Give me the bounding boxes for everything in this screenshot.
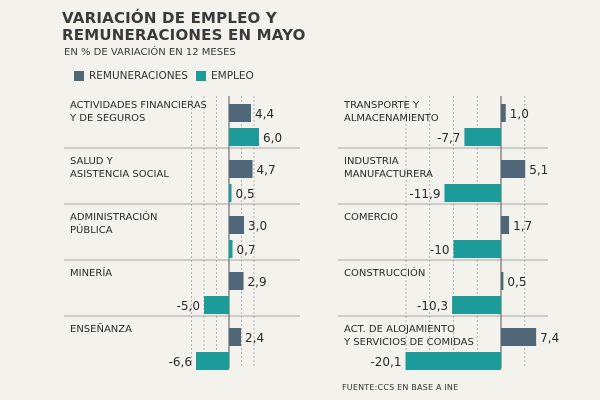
category-label: MANUFACTURERA <box>344 169 433 180</box>
data-label-empleo: 6,0 <box>263 131 282 145</box>
category-label: TRANSPORTE Y <box>343 100 420 111</box>
data-label-remuneraciones: 3,0 <box>248 219 267 233</box>
data-label-remuneraciones: 2,4 <box>245 331 264 345</box>
data-label-remuneraciones: 1,7 <box>513 219 532 233</box>
data-label-remuneraciones: 4,7 <box>257 163 276 177</box>
chart-title-line-1: VARIACIÓN DE EMPLEO Y <box>62 9 277 27</box>
legend-item-remuneraciones: REMUNERACIONES <box>74 70 188 82</box>
data-label-empleo: -11,9 <box>409 187 440 201</box>
category-label: PÚBLICA <box>70 223 113 236</box>
bar-remuneraciones <box>229 328 241 346</box>
bar-empleo <box>229 184 232 202</box>
bar-remuneraciones <box>229 216 244 234</box>
data-label-remuneraciones: 5,1 <box>529 163 548 177</box>
chart-title-line-2: REMUNERACIONES EN MAYO <box>62 26 306 44</box>
data-label-remuneraciones: 7,4 <box>540 331 559 345</box>
category-label: ENSEÑANZA <box>70 322 132 335</box>
category-label: COMERCIO <box>344 212 398 223</box>
category-label: MINERÍA <box>70 266 112 279</box>
bar-empleo <box>196 352 229 370</box>
legend-item-empleo: EMPLEO <box>196 70 254 82</box>
category-label: SALUD Y <box>70 156 114 167</box>
bar-empleo <box>405 352 501 370</box>
data-label-empleo: -7,7 <box>437 131 460 145</box>
bar-remuneraciones <box>501 328 537 346</box>
category-label: INDUSTRIA <box>344 156 399 167</box>
data-label-empleo: -10,3 <box>417 299 448 313</box>
data-label-empleo: -10 <box>430 243 450 257</box>
legend-label-empleo: EMPLEO <box>211 70 254 82</box>
bar-remuneraciones <box>501 104 506 122</box>
source-note: FUENTE:CCS EN BASE A INE <box>342 383 459 392</box>
bar-remuneraciones <box>229 272 244 290</box>
category-label: CONSTRUCCIÓN <box>344 266 425 279</box>
bar-remuneraciones <box>229 160 253 178</box>
data-label-remuneraciones: 0,5 <box>507 275 526 289</box>
chart-title: VARIACIÓN DE EMPLEO Y REMUNERACIONES EN … <box>62 10 306 44</box>
category-label: ASISTENCIA SOCIAL <box>70 169 169 180</box>
data-label-empleo: 0,5 <box>236 187 255 201</box>
category-label: ALMACENAMIENTO <box>344 113 439 124</box>
legend-swatch-remuneraciones <box>74 71 84 81</box>
data-label-empleo: -6,6 <box>169 355 192 369</box>
category-label: Y SERVICIOS DE COMIDAS <box>343 337 474 348</box>
data-label-remuneraciones: 2,9 <box>248 275 267 289</box>
bar-empleo <box>444 184 501 202</box>
bar-remuneraciones <box>501 216 510 234</box>
bar-remuneraciones <box>229 104 251 122</box>
bar-empleo <box>453 240 501 258</box>
bar-remuneraciones <box>501 160 526 178</box>
bar-empleo <box>204 296 229 314</box>
legend-swatch-empleo <box>196 71 206 81</box>
data-label-remuneraciones: 1,0 <box>510 107 529 121</box>
bar-empleo <box>452 296 501 314</box>
data-label-remuneraciones: 4,4 <box>255 107 274 121</box>
chart-subtitle: EN % DE VARIACIÓN EN 12 MESES <box>64 47 236 58</box>
category-label: ADMINISTRACIÓN <box>70 210 158 223</box>
bar-empleo <box>229 240 233 258</box>
category-label: ACTIVIDADES FINANCIERAS <box>70 100 207 111</box>
bar-empleo <box>464 128 501 146</box>
category-label: ACT. DE ALOJAMIENTO <box>344 324 455 335</box>
bar-remuneraciones <box>501 272 504 290</box>
category-label: Y DE SEGUROS <box>69 113 145 124</box>
data-label-empleo: 0,7 <box>237 243 256 257</box>
data-label-empleo: -20,1 <box>370 355 401 369</box>
legend-label-remuneraciones: REMUNERACIONES <box>89 70 188 82</box>
data-label-empleo: -5,0 <box>177 299 200 313</box>
bar-empleo <box>229 128 259 146</box>
